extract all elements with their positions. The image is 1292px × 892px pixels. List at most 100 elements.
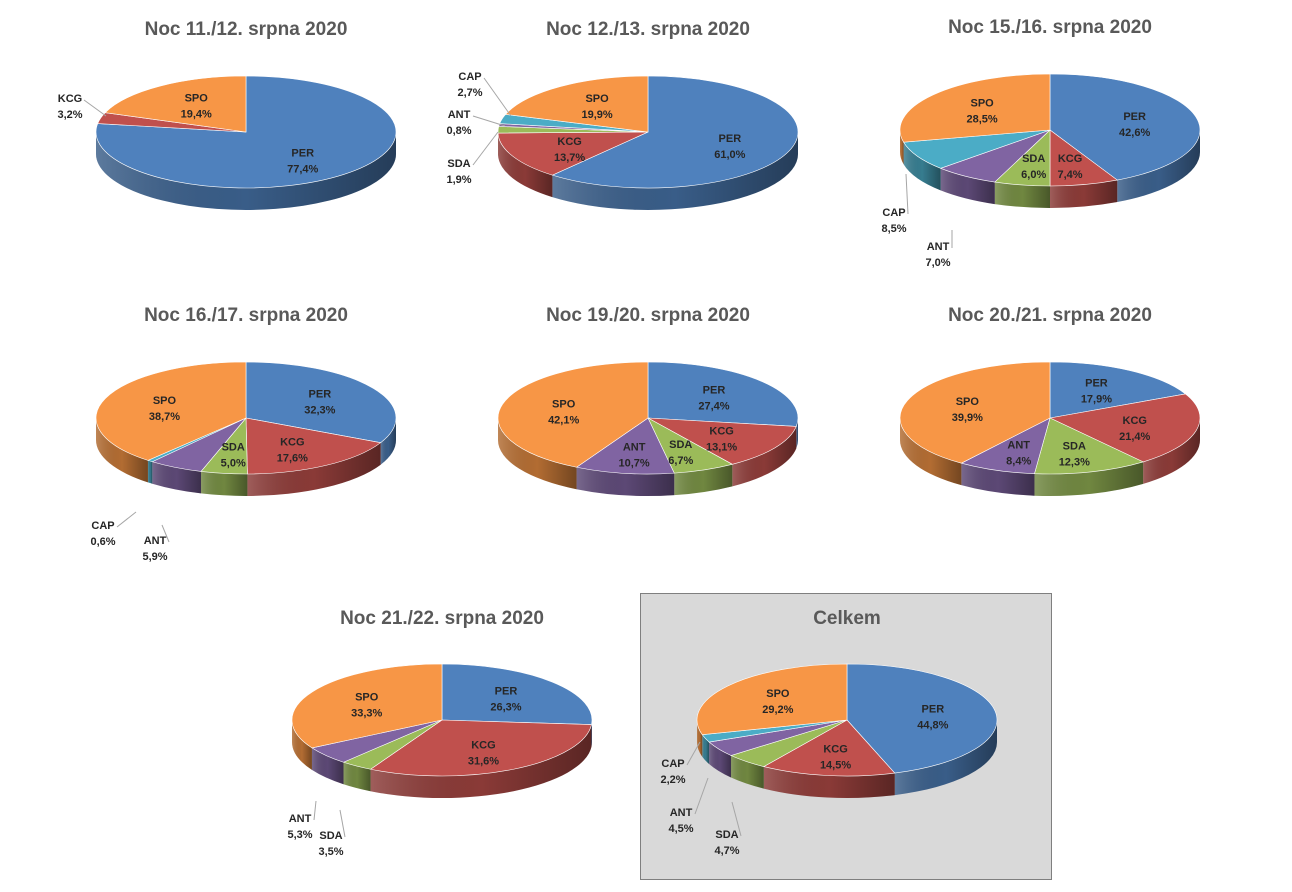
label-value-sda: 5,0% — [221, 457, 246, 469]
side-shade-ant — [940, 168, 995, 205]
side-shade-kcg — [732, 426, 797, 487]
label-name-kcg: KCG — [471, 740, 495, 752]
slice-spo — [696, 663, 848, 736]
pie-5-labels: PER 27,4% KCG 13,1% SDA 6,7% ANT 10,7% SPO 42,1% — [548, 384, 737, 469]
label-value-spo: 19,4% — [181, 109, 212, 121]
label-value-per: 17,9% — [1081, 394, 1112, 406]
pie-chart-7: Noc 21./22. srpna 2020 PER 26,3% KCG 31,6% SD… — [287, 608, 593, 858]
label-name-spo: SPO — [970, 97, 994, 109]
side-shade-sda — [343, 762, 371, 792]
side-shade-spo — [697, 720, 703, 757]
side-shade-per — [1117, 130, 1200, 203]
label-value-kcg: 3,2% — [57, 109, 82, 121]
slice-sda — [1034, 417, 1144, 475]
label-value-sda: 12,3% — [1059, 456, 1090, 468]
label-name-per: PER — [291, 147, 314, 159]
label-value-ant: 0,8% — [446, 125, 471, 137]
slice-per — [1049, 361, 1187, 419]
side-shade-spo — [96, 418, 148, 483]
label-value-ant: 4,5% — [668, 823, 693, 835]
chart-title: Noc 20./21. srpna 2020 — [948, 305, 1152, 326]
pie-7-slices — [291, 663, 593, 777]
side-shade-sda — [201, 471, 248, 497]
side-shade-cap — [702, 734, 710, 765]
label-name-sda: SDA — [669, 439, 692, 451]
side-shade-spo — [498, 418, 577, 490]
side-shade-ant — [152, 461, 202, 494]
label-value-sda: 6,0% — [1021, 169, 1046, 181]
label-name-ant: ANT — [927, 241, 950, 253]
pie-4-slices — [95, 361, 397, 475]
label-value-spo: 33,3% — [351, 708, 382, 720]
label-value-spo: 19,9% — [581, 109, 612, 121]
pie-1-sides — [96, 132, 396, 210]
side-shade-per — [380, 418, 397, 465]
pie-2-sides — [498, 132, 798, 210]
label-value-per: 32,3% — [304, 405, 335, 417]
pie-chart-1: Noc 11./12. srpna 2020 PER 77,4% KCG 3,2% SPO… — [57, 19, 397, 210]
leader-line — [313, 800, 317, 821]
label-name-sda: SDA — [1022, 153, 1045, 165]
side-shade-ant — [961, 463, 1035, 496]
label-name-spo: SPO — [585, 93, 609, 105]
slice-per — [551, 75, 799, 189]
label-value-sda: 6,7% — [668, 455, 693, 467]
label-name-per: PER — [703, 384, 726, 396]
label-value-cap: 8,5% — [881, 223, 906, 235]
leader-line — [731, 801, 742, 837]
label-name-per: PER — [1085, 378, 1108, 390]
pie-7-labels: PER 26,3% KCG 31,6% SDA 3,5% ANT 5,3% SPO 33,3% — [287, 685, 521, 858]
label-name-spo: SPO — [956, 396, 980, 408]
pie-5-slices — [497, 361, 799, 475]
label-name-spo: SPO — [552, 398, 576, 410]
side-shade-kcg — [498, 133, 553, 198]
label-value-kcg: 7,4% — [1058, 169, 1083, 181]
label-value-kcg: 21,4% — [1119, 431, 1150, 443]
label-value-per: 44,8% — [917, 719, 948, 731]
label-name-sda: SDA — [222, 441, 245, 453]
pie-chart-8: Celkem PER 44,8% KCG 14,5% SDA 4,7% ANT 4,5% CAP 2… — [660, 608, 998, 857]
chart-title: Noc 15./16. srpna 2020 — [948, 17, 1152, 38]
label-name-cap: CAP — [882, 207, 905, 219]
slice-kcg — [245, 417, 382, 475]
label-name-sda: SDA — [715, 829, 738, 841]
slice-kcg — [369, 719, 592, 777]
slice-kcg — [647, 417, 797, 465]
pie-8-slices — [696, 663, 998, 777]
label-name-per: PER — [1123, 111, 1146, 123]
pie-3-sides — [900, 130, 1200, 208]
side-shade-cap — [903, 142, 941, 191]
side-shade-kcg — [763, 766, 895, 798]
slice-spo — [505, 75, 649, 133]
slice-spo — [291, 663, 443, 749]
side-shade-sda — [1034, 461, 1144, 497]
leader-line — [905, 173, 909, 215]
label-name-ant: ANT — [623, 441, 646, 453]
leader-line — [116, 511, 137, 528]
slice-kcg — [497, 131, 649, 176]
pie-7-sides — [292, 720, 592, 798]
label-name-ant: ANT — [1007, 439, 1030, 451]
leader-line — [483, 77, 512, 117]
label-value-kcg: 14,5% — [820, 759, 851, 771]
label-name-ant: ANT — [448, 109, 471, 121]
side-shade-spo — [900, 418, 962, 486]
pie-chart-2: Noc 12./13. srpna 2020 PER 61,0% KCG 13,7% SD… — [446, 19, 799, 210]
side-shade-cap — [147, 460, 153, 484]
label-value-sda: 4,7% — [714, 845, 739, 857]
label-name-per: PER — [495, 685, 518, 697]
pie-chart-4: Noc 16./17. srpna 2020 PER 32,3% KCG 17,6% SD… — [90, 305, 397, 563]
leader-line — [694, 777, 709, 815]
side-shade-per — [96, 132, 396, 210]
slice-kcg — [762, 719, 896, 777]
label-value-spo: 38,7% — [149, 411, 180, 423]
label-name-cap: CAP — [661, 758, 684, 770]
label-name-spo: SPO — [185, 93, 209, 105]
slice-spo — [104, 75, 247, 133]
slice-per — [846, 663, 998, 774]
label-value-per: 42,6% — [1119, 127, 1150, 139]
label-value-per: 26,3% — [490, 701, 521, 713]
label-value-per: 61,0% — [714, 149, 745, 161]
chart-title: Noc 19./20. srpna 2020 — [546, 305, 750, 326]
